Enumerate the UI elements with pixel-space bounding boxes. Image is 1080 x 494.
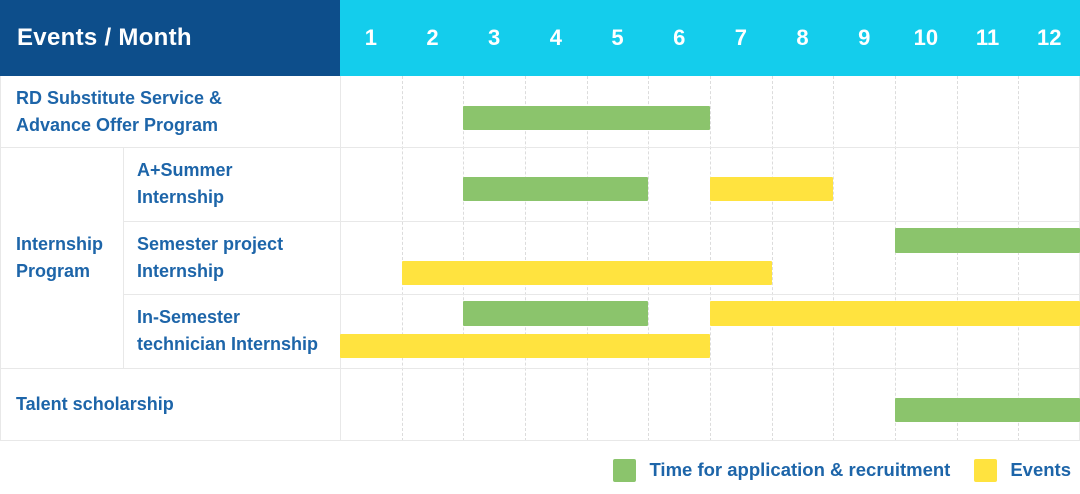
row-label: RD Substitute Service & Advance Offer Pro… xyxy=(0,76,340,147)
month-grid-line xyxy=(648,76,650,441)
month-header-cell: 4 xyxy=(549,25,562,50)
month-grid-line xyxy=(833,76,835,441)
row-label: Semester project Internship xyxy=(123,221,340,294)
grid-line-vertical xyxy=(0,76,1,441)
month-grid-line xyxy=(1018,76,1020,441)
row-label: Talent scholarship xyxy=(0,368,340,441)
events-swatch-icon xyxy=(974,458,998,482)
bar-event xyxy=(340,334,710,358)
bar-application xyxy=(463,106,710,130)
month-grid-line xyxy=(401,76,403,441)
row-label-line: Internship xyxy=(137,260,225,281)
month-header-cell: 9 xyxy=(858,25,871,50)
grid-line-horizontal xyxy=(0,440,1080,441)
bar-application xyxy=(895,398,1080,422)
row-label-line: Talent scholarship xyxy=(16,394,174,414)
bar-event xyxy=(401,261,772,285)
row-label-line: In-Semester xyxy=(137,307,241,327)
grid-line-horizontal xyxy=(123,294,1080,295)
bar-application xyxy=(895,228,1080,253)
month-header-cell: 2 xyxy=(426,25,439,50)
row-label-line: A+Summer xyxy=(137,160,233,180)
legend-item: Events xyxy=(974,458,1071,482)
month-grid-line xyxy=(956,76,958,441)
events-month-header-label: Events / Month xyxy=(17,24,192,51)
month-header-cell: 12 xyxy=(1036,25,1062,50)
month-grid-line xyxy=(525,76,526,441)
month-header-cell: 7 xyxy=(734,25,747,50)
row-group-label-line: Program xyxy=(16,260,91,281)
grid-line-vertical xyxy=(123,147,124,368)
events-month-header-cell: Events / Month xyxy=(0,0,340,76)
row-label: In-Semester technician Internship xyxy=(123,294,340,368)
month-grid-line xyxy=(895,76,896,441)
legend-label: Events xyxy=(1010,459,1071,480)
month-header-cell: 5 xyxy=(611,25,624,50)
grid-line-horizontal xyxy=(0,147,1080,148)
bar-application xyxy=(463,177,649,201)
grid-line-horizontal xyxy=(0,368,1080,369)
legend: Time for application & recruitment Events xyxy=(613,453,1071,487)
grid-line-horizontal xyxy=(123,221,1080,222)
month-header-cell: 6 xyxy=(673,25,686,50)
month-grid-line xyxy=(710,76,711,441)
bar-application xyxy=(463,301,649,326)
month-grid-line xyxy=(586,76,588,441)
month-grid-line xyxy=(463,76,465,441)
row-group-label-line: Internship xyxy=(16,233,104,254)
legend-item: Time for application & recruitment xyxy=(613,458,951,482)
month-grid-line xyxy=(771,76,773,441)
month-header-cell: 10 xyxy=(913,25,939,50)
month-header-cell: 3 xyxy=(488,25,501,50)
legend-label: Time for application & recruitment xyxy=(649,459,951,480)
bar-event xyxy=(710,301,1080,326)
row-group-label: Internship Program xyxy=(0,147,123,368)
row-label-line: Advance Offer Program xyxy=(16,114,219,135)
bar-event xyxy=(710,177,834,201)
month-header-cell: 1 xyxy=(364,25,377,50)
row-label-line: Internship xyxy=(137,187,225,207)
grid-line-vertical xyxy=(340,76,341,441)
row-label-line: Semester project xyxy=(137,233,284,254)
row-label: A+Summer Internship xyxy=(123,147,340,221)
application-swatch-icon xyxy=(613,458,637,482)
month-header-row: 1 2 3 4 5 6 7 8 9 10 11 12 xyxy=(340,0,1080,76)
month-header-cell: 11 xyxy=(975,25,1000,50)
row-label-line: technician Internship xyxy=(137,334,319,354)
month-header-cell: 8 xyxy=(796,25,809,50)
row-label-line: RD Substitute Service & xyxy=(16,87,223,108)
